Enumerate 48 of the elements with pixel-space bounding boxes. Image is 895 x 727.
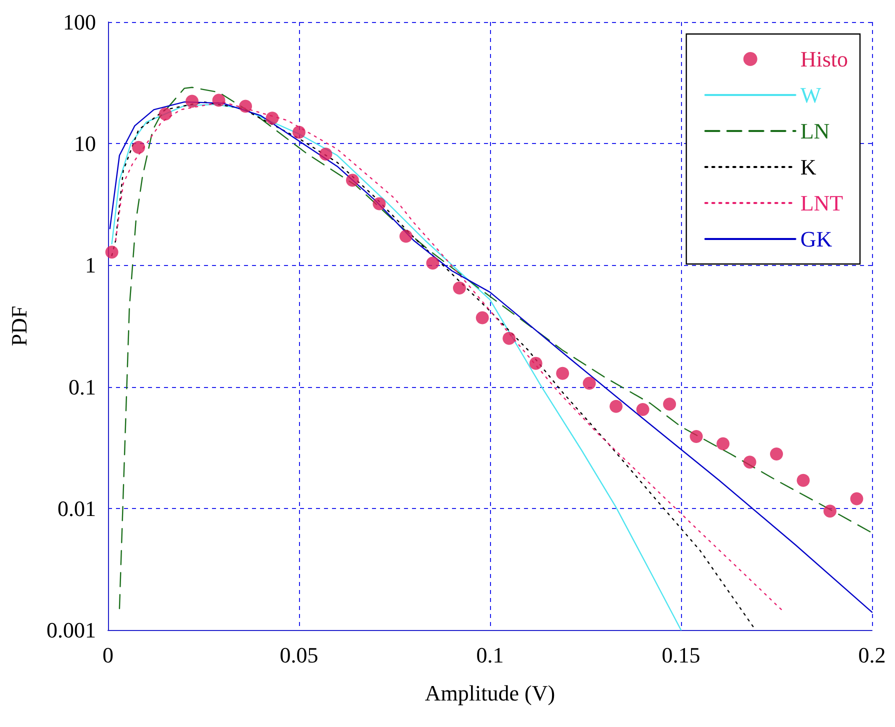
y-tick-label: 100 [63, 10, 96, 34]
legend-label: LN [800, 118, 830, 144]
legend-label: GK [800, 226, 832, 252]
y-tick-label: 10 [74, 131, 96, 156]
y-tick-label: 1 [85, 252, 96, 278]
point [186, 94, 199, 108]
point [610, 400, 623, 413]
y-tick-label: 0.01 [58, 496, 96, 521]
point [743, 456, 756, 469]
point [105, 246, 118, 259]
point [319, 148, 332, 161]
x-tick-label: 0 [102, 642, 114, 668]
point [716, 437, 730, 450]
point [239, 100, 252, 113]
point [399, 230, 412, 243]
x-axis-title: Amplitude (V) [424, 680, 556, 706]
point [663, 398, 676, 411]
x-tick-label: 0.15 [662, 642, 700, 668]
point [582, 376, 596, 390]
legend-label: W [800, 82, 822, 108]
point [636, 403, 650, 416]
point [346, 174, 359, 187]
point [292, 126, 306, 139]
legend-label: Histo [800, 46, 848, 72]
point [823, 504, 836, 518]
y-tick-label: 0.001 [46, 618, 96, 642]
legend-label: LNT [800, 190, 844, 216]
x-tick-label: 0.1 [476, 642, 504, 668]
point [770, 448, 783, 461]
point [426, 256, 440, 270]
point [556, 366, 570, 380]
y-axis-title: PDF [6, 306, 32, 346]
point [266, 112, 279, 125]
point [132, 140, 146, 154]
point [212, 94, 226, 107]
x-tick-label: 0.2 [858, 642, 886, 668]
point [529, 356, 542, 370]
point [850, 492, 864, 506]
point [452, 281, 466, 294]
y-tick-label: 0.1 [68, 374, 96, 400]
point [796, 474, 810, 487]
legend-label: K [800, 154, 816, 180]
point [158, 108, 172, 121]
point [476, 311, 489, 324]
x-tick-label: 0.05 [280, 642, 318, 668]
point [372, 197, 386, 210]
point [502, 332, 516, 345]
point [690, 430, 703, 444]
